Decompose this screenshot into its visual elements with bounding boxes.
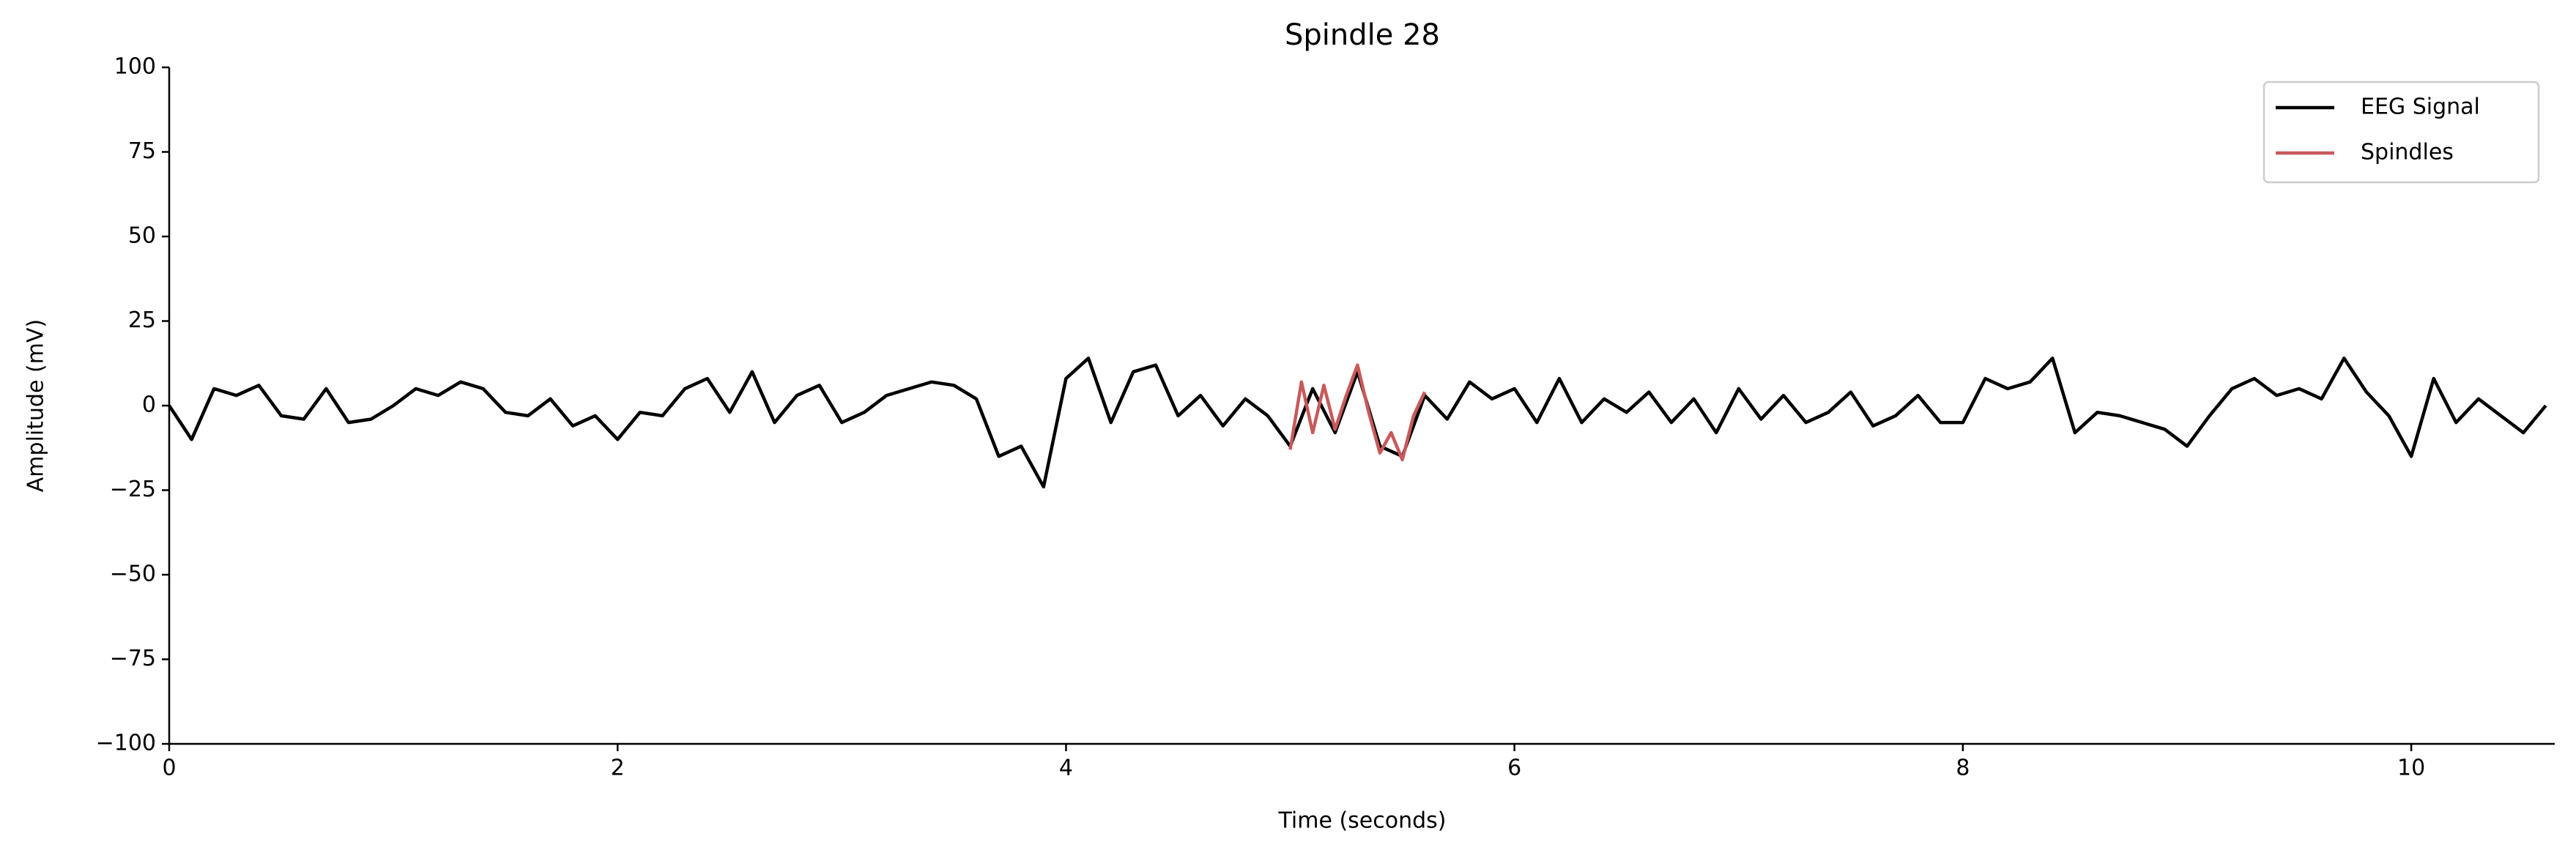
chart-title: Spindle 28 bbox=[1285, 18, 1440, 52]
y-tick-label: −25 bbox=[110, 477, 156, 502]
x-axis-label: Time (seconds) bbox=[1278, 808, 1447, 834]
y-axis-label: Amplitude (mV) bbox=[23, 319, 49, 492]
data-line bbox=[1288, 363, 1427, 462]
x-tick-label: 0 bbox=[162, 756, 176, 781]
x-tick-label: 6 bbox=[1507, 756, 1521, 781]
y-tick-label: 75 bbox=[128, 138, 156, 164]
y-tick-label: 0 bbox=[142, 392, 156, 418]
y-tick-label: 25 bbox=[128, 308, 156, 333]
y-tick-label: 100 bbox=[114, 54, 156, 80]
y-tick-label: 50 bbox=[128, 223, 156, 249]
x-tick-label: 4 bbox=[1059, 756, 1073, 781]
y-tick-label: −50 bbox=[110, 562, 156, 587]
legend-label: Spindles bbox=[2361, 140, 2454, 165]
x-tick-label: 10 bbox=[2397, 756, 2425, 781]
x-tick-label: 8 bbox=[1956, 756, 1970, 781]
legend-label: EEG Signal bbox=[2361, 94, 2480, 120]
y-tick-label: −100 bbox=[96, 731, 156, 756]
data-line bbox=[168, 357, 2547, 489]
x-tick-label: 2 bbox=[611, 756, 625, 781]
y-tick-label: −75 bbox=[110, 646, 156, 671]
